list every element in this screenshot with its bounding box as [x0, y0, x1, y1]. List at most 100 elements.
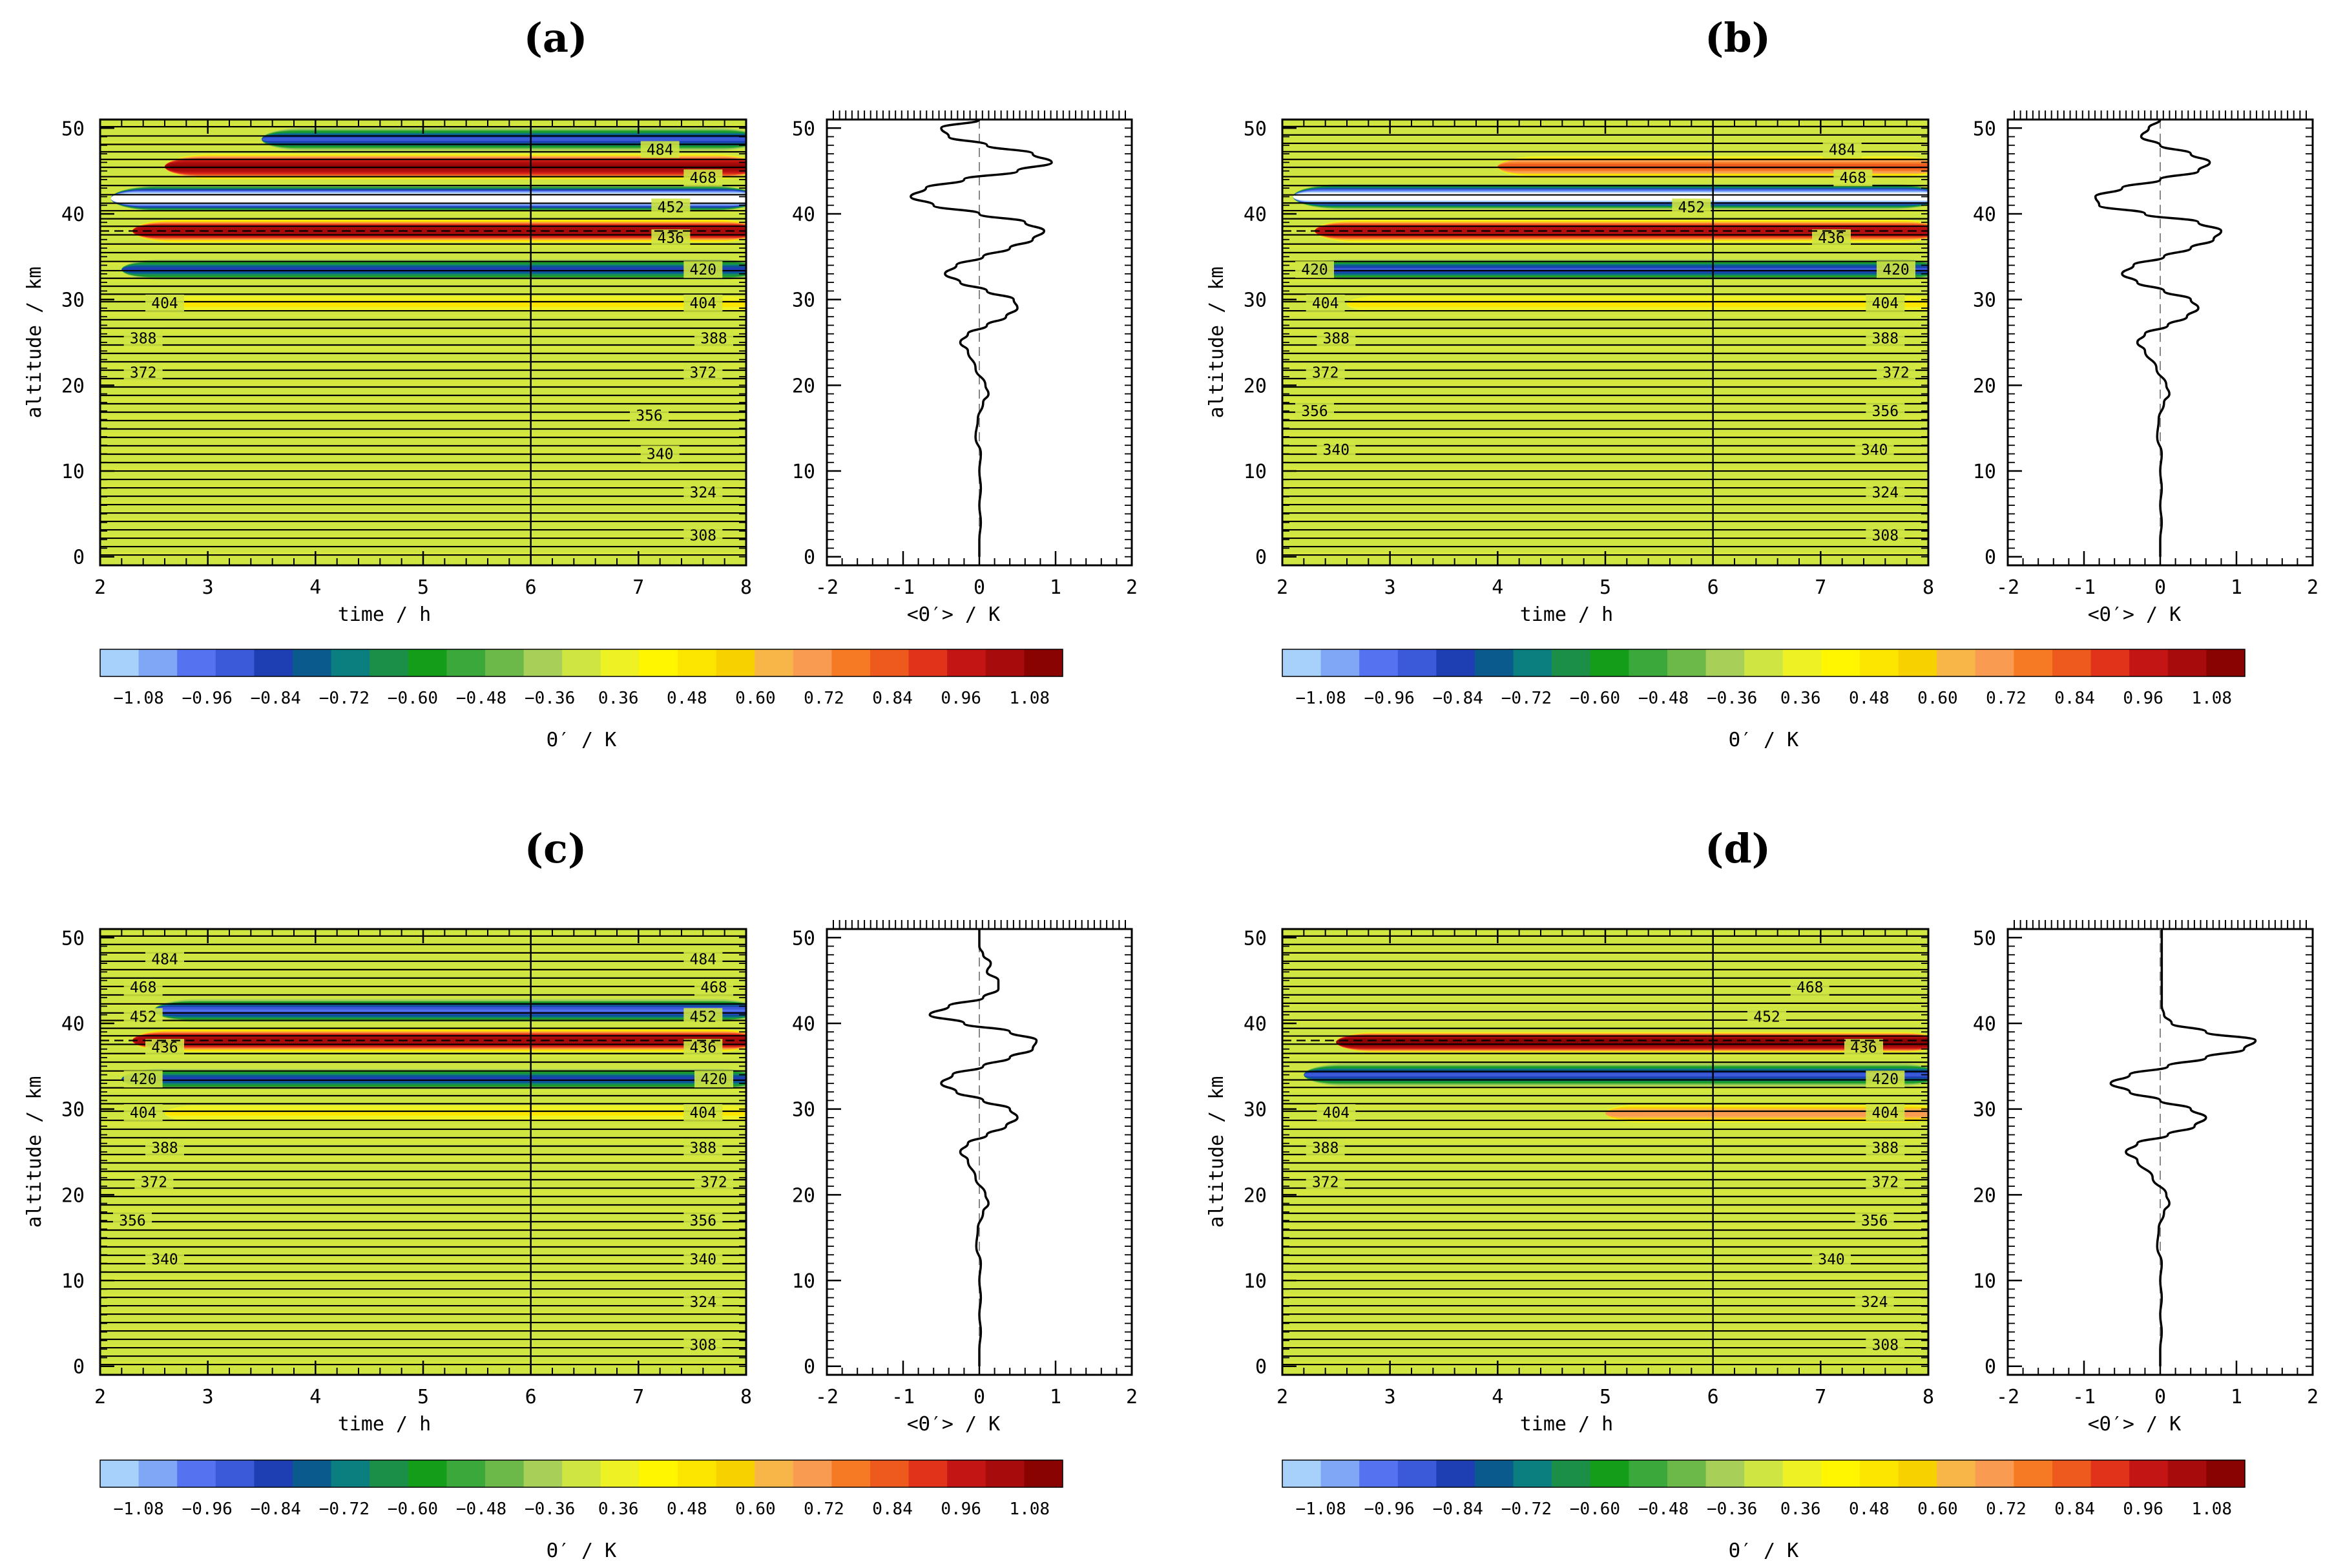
colorbar-swatch — [2167, 1460, 2207, 1487]
contour-label: 436 — [690, 1040, 717, 1056]
anomaly-band-2 — [110, 197, 746, 200]
contour-label: 404 — [151, 295, 178, 312]
contour-label-bg — [1866, 484, 1905, 501]
heatmap-background — [1282, 929, 1928, 1375]
colorbar-swatch — [1744, 649, 1784, 676]
contour-label-bg — [1317, 441, 1356, 458]
profile-y-tick-label: 10 — [1973, 1270, 1996, 1293]
contour-label: 388 — [130, 330, 157, 347]
contour-label: 308 — [1872, 528, 1899, 545]
colorbar-swatch — [1552, 649, 1591, 676]
profile-x-tick-label: 1 — [2231, 1386, 2242, 1408]
colorbar-tick-label: 0.60 — [1917, 1500, 1958, 1519]
colorbar-swatch — [293, 649, 332, 676]
contour-label-bg — [694, 1173, 733, 1191]
contour-label: 404 — [690, 1105, 717, 1122]
colorbar-swatch — [793, 1460, 832, 1487]
background-stripe — [100, 1190, 746, 1195]
colorbar-swatch — [2052, 1460, 2092, 1487]
profile-curve — [928, 929, 1038, 1366]
contour-label-bg — [683, 1103, 723, 1121]
contour-label-bg — [1844, 1039, 1883, 1056]
profile-y-tick-label: 20 — [792, 375, 815, 397]
profile-curve — [910, 118, 1053, 557]
colorbar-tick-label: −1.08 — [1295, 689, 1346, 708]
background-stripe — [100, 1293, 746, 1298]
background-stripe — [100, 518, 746, 523]
contour-label: 468 — [690, 170, 717, 187]
profile-x-tick-label: 1 — [1050, 576, 1061, 599]
background-stripe — [100, 244, 746, 249]
anomaly-band-4 — [1347, 303, 1928, 305]
profile-y-tick-label: 20 — [792, 1184, 815, 1207]
heatmap-area: 484 468 452 436 420 404 404 388 388 372 372 356 340 3… — [100, 120, 746, 565]
colorbar-swatch — [831, 649, 871, 676]
contour-label: 372 — [141, 1174, 168, 1191]
contour-label: 484 — [647, 141, 674, 158]
background-stripe — [1282, 1019, 1928, 1023]
colorbar-tick-label: 0.72 — [804, 689, 844, 708]
contour-label: 468 — [130, 979, 157, 996]
contour-label: 420 — [690, 262, 717, 278]
x-tick-label: 4 — [309, 576, 321, 599]
colorbar-swatch — [138, 649, 178, 676]
colorbar-tick-label: 0.96 — [941, 689, 981, 708]
x-tick-label: 7 — [632, 1386, 644, 1408]
colorbar-swatch — [1590, 649, 1629, 676]
profile-curve — [2109, 929, 2257, 1366]
profile-y-tick-label: 10 — [1973, 461, 1996, 483]
background-stripe — [1282, 329, 1928, 334]
contour-label: 324 — [1872, 485, 1899, 501]
colorbar-tick-label: −1.08 — [113, 1500, 163, 1519]
colorbar-swatch — [2129, 1460, 2169, 1487]
contour-label-bg — [1812, 229, 1851, 247]
contour-label-bg — [1306, 364, 1345, 381]
profile-y-tick-label: 30 — [1973, 289, 1996, 312]
colorbar-swatch — [254, 1460, 293, 1487]
colorbar-tick-label: −0.72 — [319, 1500, 370, 1519]
contour-label-bg — [1812, 1250, 1851, 1268]
colorbar-swatch — [1475, 649, 1514, 676]
colorbar-swatch — [755, 1460, 794, 1487]
contour-label-bg — [1866, 294, 1905, 311]
background-stripe — [100, 364, 746, 368]
colorbar-swatch — [1705, 1460, 1745, 1487]
x-tick-label: 8 — [740, 1386, 752, 1408]
heatmap-background — [100, 929, 746, 1375]
colorbar-tick-label: 0.36 — [598, 689, 639, 708]
colorbar-tick-label: 0.60 — [735, 1500, 776, 1519]
colorbar-frame — [1282, 1459, 2245, 1488]
profile-x-tick-label: 0 — [2154, 1386, 2166, 1408]
contour-label-bg — [1855, 1293, 1894, 1311]
colorbar-swatch — [1024, 649, 1063, 676]
contour-label-bg — [1317, 329, 1356, 347]
colorbar-tick-label: 0.48 — [667, 1500, 707, 1519]
background-stripe — [100, 1173, 746, 1178]
contour-label: 388 — [1872, 1140, 1899, 1156]
y-tick-label: 40 — [61, 204, 85, 226]
colorbar-swatch — [1359, 1460, 1399, 1487]
colorbar-swatch — [177, 1460, 216, 1487]
colorbar-tick-label: 1.08 — [1009, 1500, 1050, 1519]
contour-label: 340 — [690, 1251, 717, 1268]
heatmap-area: 484 484 468 468 452 452 436 436 420 420 404 404 388 3… — [100, 929, 746, 1375]
profile-x-tick-label: -2 — [1996, 1386, 2019, 1408]
background-stripe — [1282, 1224, 1928, 1229]
colorbar-swatch — [985, 649, 1025, 676]
background-stripe — [100, 1224, 746, 1229]
contour-label: 388 — [1872, 330, 1899, 347]
x-tick-label: 2 — [1276, 576, 1288, 599]
contour-label: 372 — [1312, 364, 1339, 381]
colorbar-swatch — [639, 1460, 678, 1487]
background-stripe — [100, 1156, 746, 1161]
background-stripe — [1282, 1259, 1928, 1264]
colorbar-tick-label: 1.08 — [1009, 689, 1050, 708]
contour-label-bg — [683, 527, 723, 544]
profile-x-tick-label: 0 — [974, 1386, 985, 1408]
contour-label: 388 — [1323, 330, 1350, 347]
contour-label-bg — [1317, 1103, 1356, 1121]
contour-label-bg — [683, 1293, 723, 1311]
contour-label-bg — [630, 406, 669, 424]
profile-x-tick-label: 0 — [2154, 576, 2166, 599]
